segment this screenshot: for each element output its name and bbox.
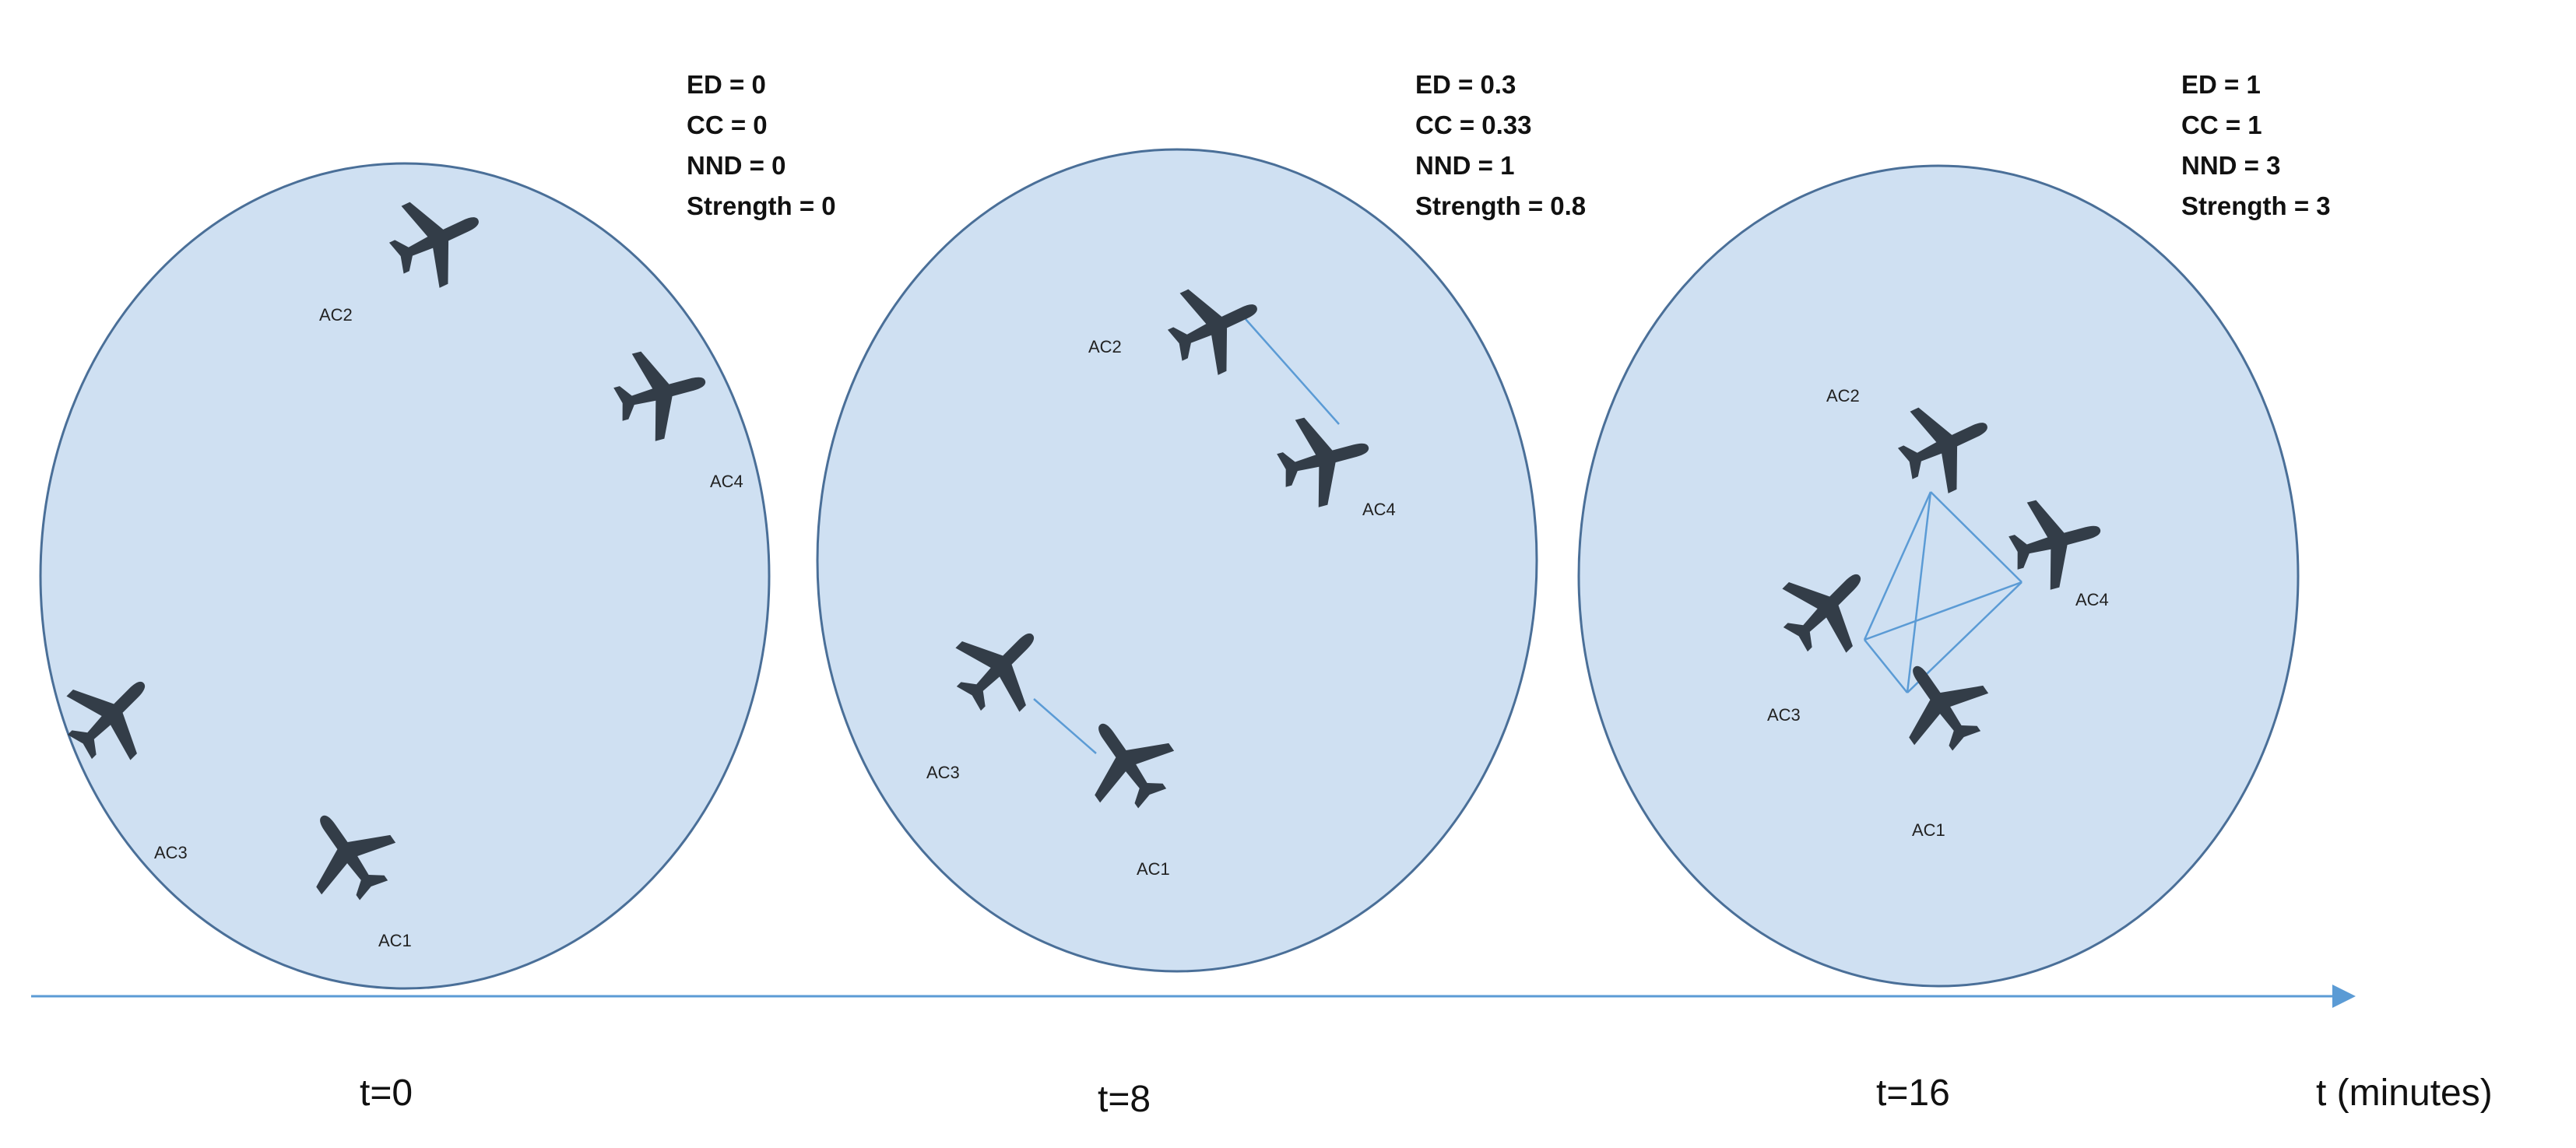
aircraft-label: AC2 [319, 305, 353, 325]
time-axis: t (minutes) [31, 985, 2493, 1114]
metric-ed: ED = 0 [687, 70, 766, 99]
connection-line [1863, 491, 1932, 641]
metrics-box: ED = 1 CC = 1 NND = 3 Strength = 3 [2181, 70, 2331, 220]
airspace-circle [39, 162, 771, 990]
metric-ed: ED = 0.3 [1415, 70, 1516, 99]
scene-t16: AC2 AC4 AC3 AC1 ED = 1 CC = 1 NND = 3 St… [1577, 70, 2331, 1114]
aircraft-label: AC3 [926, 763, 960, 782]
connection-line [1930, 491, 2022, 583]
aircraft-label: AC4 [2075, 590, 2109, 609]
airspace-circle [1577, 164, 2300, 988]
time-label: t=16 [1876, 1073, 1950, 1114]
time-axis-label: t (minutes) [2316, 1073, 2493, 1114]
connection-line [1033, 698, 1097, 754]
metric-cc: CC = 0.33 [1415, 111, 1532, 139]
aircraft-label: AC2 [1826, 386, 1860, 405]
metric-nnd: NND = 1 [1415, 151, 1514, 180]
metric-strength: Strength = 3 [2181, 191, 2331, 220]
metrics-box: ED = 0.3 CC = 0.33 NND = 1 Strength = 0.… [1415, 70, 1586, 220]
aircraft-label: AC3 [154, 843, 188, 862]
metric-ed: ED = 1 [2181, 70, 2261, 99]
metrics-box: ED = 0 CC = 0 NND = 0 Strength = 0 [687, 70, 836, 220]
connection-line [1245, 318, 1340, 425]
metric-cc: CC = 0 [687, 111, 768, 139]
connection-network [1863, 491, 2022, 693]
aircraft-label: AC3 [1767, 705, 1801, 725]
airspace-circle [816, 148, 1538, 973]
aircraft-label: AC1 [378, 931, 412, 950]
metric-nnd: NND = 3 [2181, 151, 2280, 180]
connection-line [1906, 491, 1932, 693]
aircraft-label: AC2 [1088, 337, 1122, 356]
time-label: t=0 [360, 1073, 413, 1114]
aircraft-label: AC1 [1137, 859, 1170, 879]
metric-strength: Strength = 0 [687, 191, 836, 220]
time-label: t=8 [1098, 1079, 1151, 1120]
aircraft-label: AC4 [1362, 500, 1396, 519]
metric-nnd: NND = 0 [687, 151, 785, 180]
scene-t8: AC2 AC4 AC3 AC1 ED = 0.3 CC = 0.33 NND =… [816, 70, 1586, 1120]
aircraft-label: AC1 [1912, 820, 1945, 840]
scene-t0: AC2 AC4 AC3 AC1 ED = 0 CC = 0 NND = 0 St… [39, 70, 836, 1114]
metric-cc: CC = 1 [2181, 111, 2262, 139]
connection-line [1864, 581, 2022, 641]
metric-strength: Strength = 0.8 [1415, 191, 1586, 220]
aircraft-label: AC4 [710, 472, 743, 491]
connection-line [1864, 639, 1908, 693]
